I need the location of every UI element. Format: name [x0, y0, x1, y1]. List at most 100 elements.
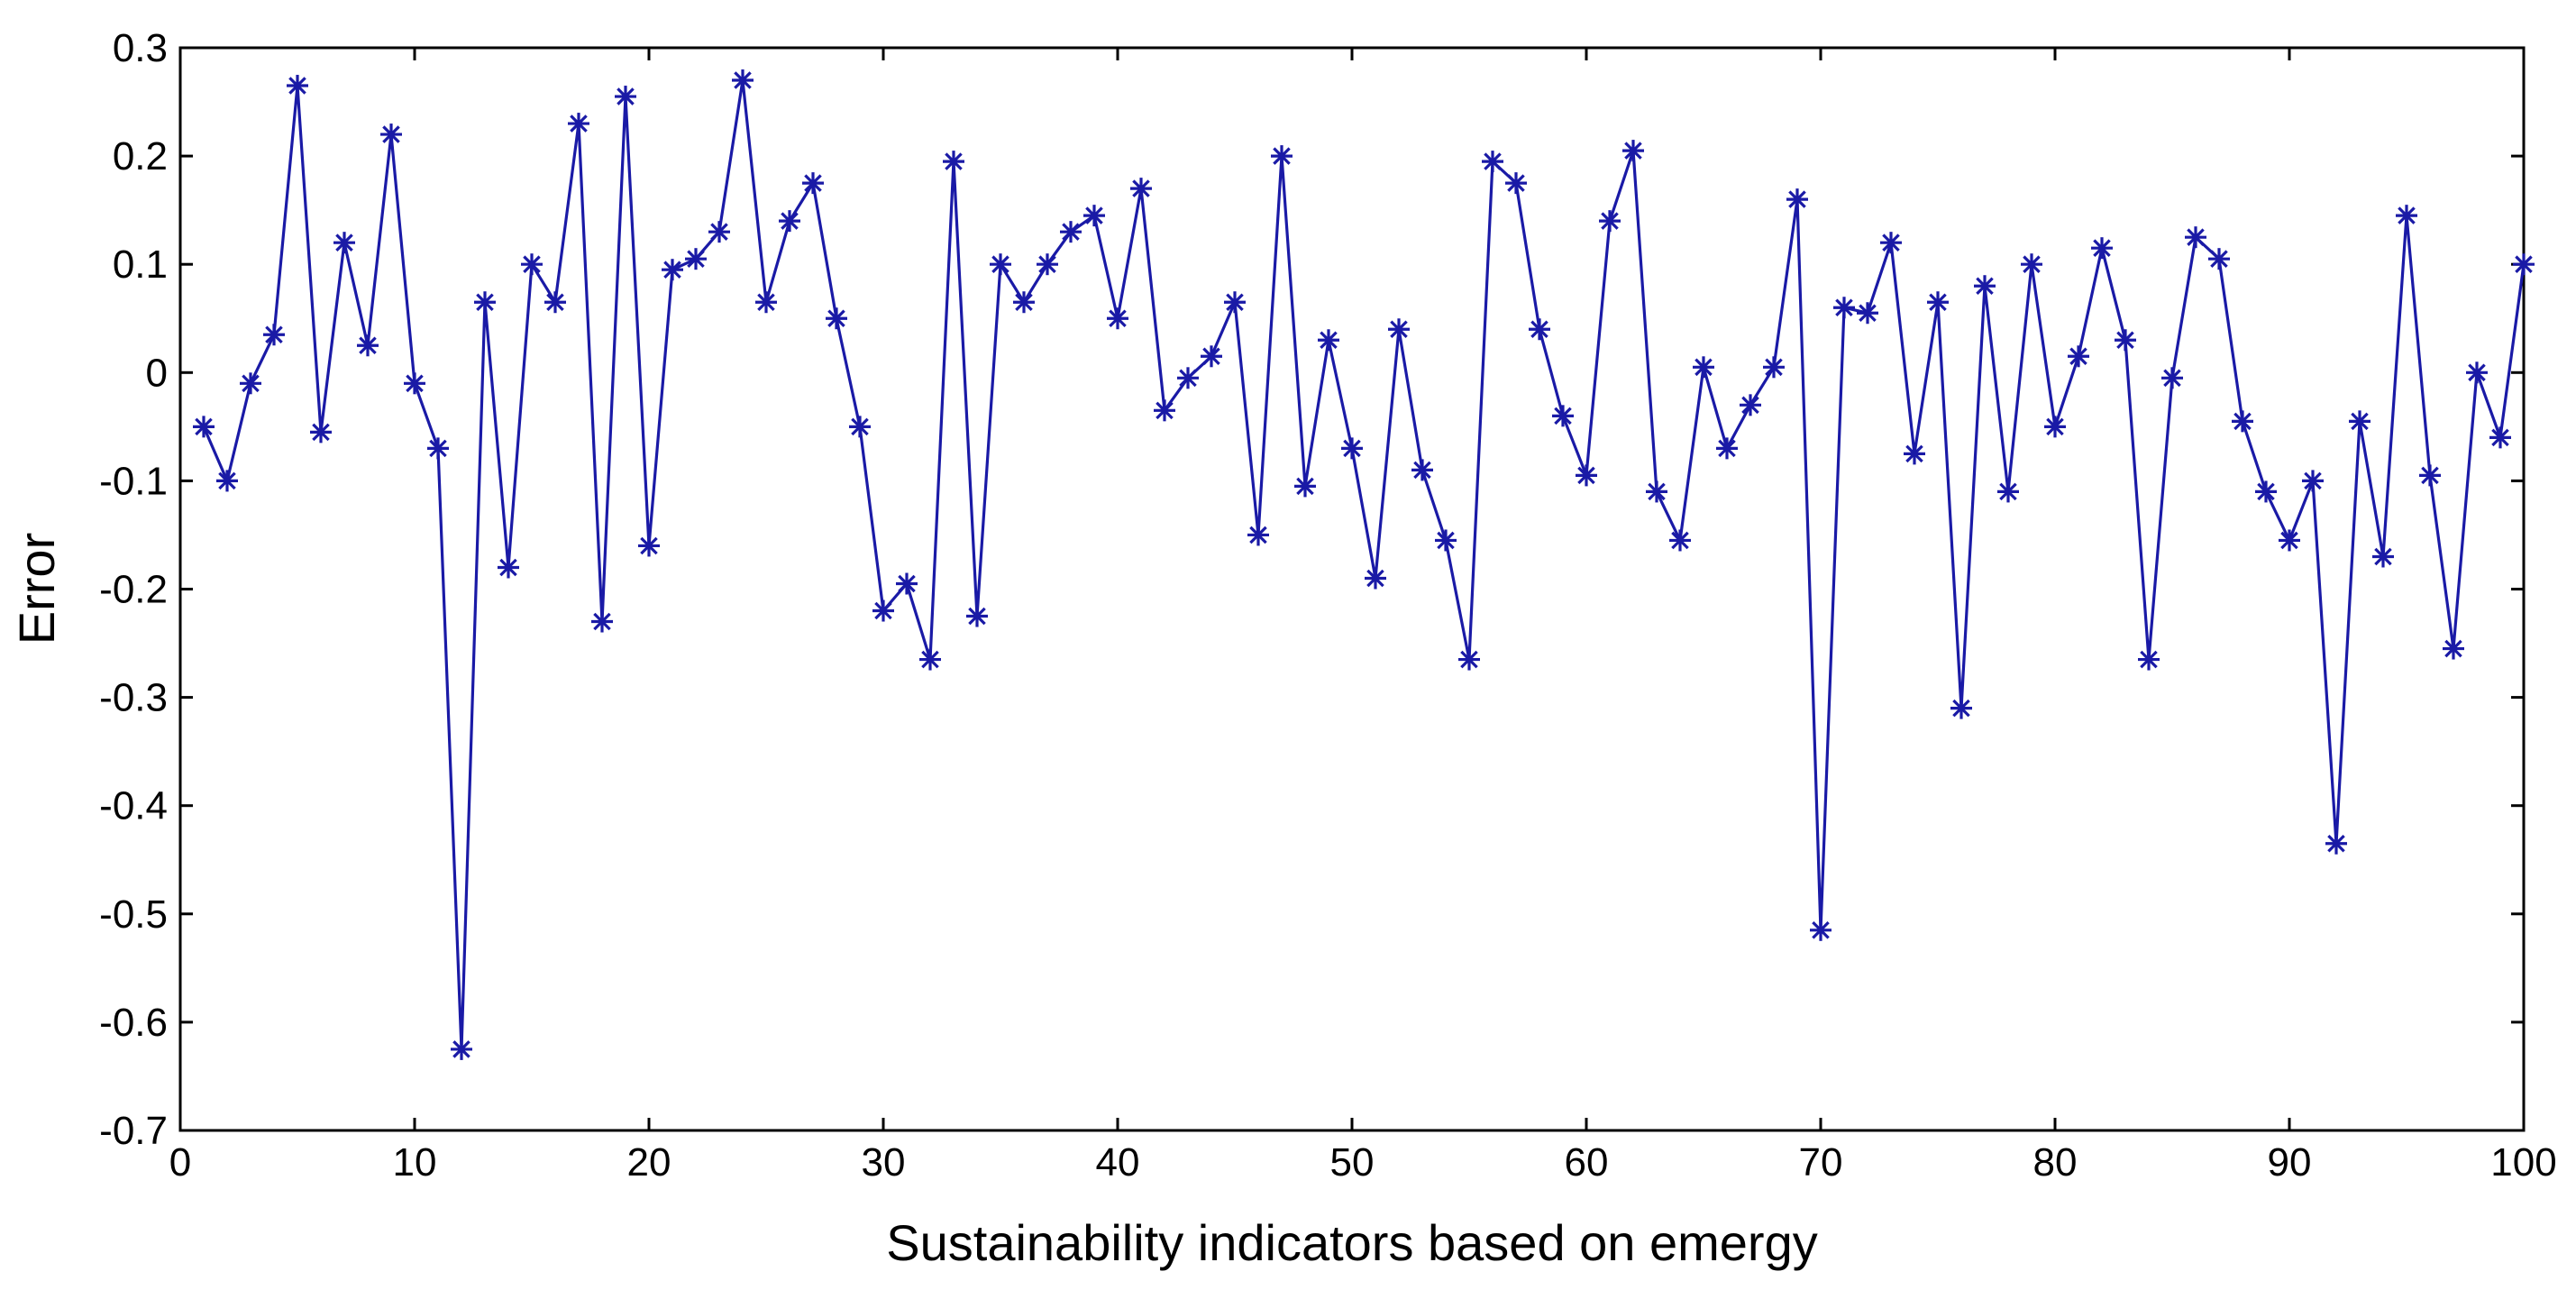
data-point — [1154, 399, 1175, 422]
data-point — [1505, 172, 1527, 195]
plot-frame — [178, 46, 2526, 1132]
data-point — [404, 372, 425, 395]
series-error — [193, 69, 2535, 1060]
y-tick-label: -0.2 — [99, 568, 168, 612]
data-point — [1622, 140, 1644, 162]
data-point — [1224, 291, 1246, 314]
data-point — [1880, 232, 1902, 254]
data-point — [216, 470, 238, 492]
y-tick-label: -0.6 — [99, 1001, 168, 1045]
y-tick-label: -0.3 — [99, 676, 168, 720]
data-point — [1083, 205, 1105, 227]
data-point — [2021, 253, 2042, 276]
data-point — [1576, 464, 1597, 487]
x-tick-label: 10 — [393, 1140, 437, 1185]
data-point — [263, 324, 285, 346]
data-point — [357, 334, 379, 357]
data-point — [333, 232, 355, 254]
data-point — [380, 123, 402, 146]
data-point — [544, 291, 566, 314]
data-point — [2372, 545, 2394, 568]
data-point — [1037, 253, 1058, 276]
data-point — [498, 556, 519, 579]
data-point — [521, 253, 543, 276]
data-point — [2161, 367, 2183, 389]
data-point — [1482, 151, 1503, 173]
data-point — [2419, 464, 2441, 487]
data-point — [802, 172, 824, 195]
x-tick-label: 60 — [1565, 1140, 1609, 1185]
data-point — [1857, 302, 1878, 325]
x-axis: 0 10 20 30 40 50 60 70 80 90 100 — [169, 48, 2557, 1185]
data-point — [1247, 524, 1269, 546]
data-point — [1130, 178, 1152, 200]
x-tick-label: 30 — [862, 1140, 906, 1185]
x-tick-label: 70 — [1799, 1140, 1843, 1185]
data-point — [1365, 567, 1386, 590]
data-point — [1599, 210, 1621, 233]
data-point — [990, 253, 1011, 276]
data-point — [1716, 437, 1738, 460]
data-point — [896, 572, 918, 595]
data-point — [2466, 361, 2488, 384]
y-axis-label: Error — [8, 533, 65, 645]
y-tick-label: 0.2 — [113, 134, 168, 178]
data-point — [2115, 329, 2136, 352]
data-point — [2185, 226, 2206, 249]
data-point — [1341, 437, 1363, 460]
data-point — [193, 416, 215, 438]
data-point — [1646, 480, 1667, 503]
data-point — [1177, 367, 1199, 389]
data-point — [708, 221, 730, 243]
x-tick-label: 50 — [1330, 1140, 1375, 1185]
data-point — [849, 416, 871, 438]
data-point — [427, 437, 449, 460]
data-point — [1552, 405, 1574, 427]
data-point — [1013, 291, 1035, 314]
y-tick-label: -0.4 — [99, 784, 168, 828]
data-point — [1529, 318, 1550, 341]
data-point — [1997, 480, 2019, 503]
x-tick-label: 100 — [2490, 1140, 2556, 1185]
data-point — [662, 259, 683, 281]
data-point — [1810, 919, 1832, 941]
data-point — [1271, 145, 1293, 168]
data-point — [2255, 480, 2277, 503]
data-point — [2232, 410, 2253, 433]
data-point — [1904, 443, 1925, 465]
data-point — [240, 372, 261, 395]
y-tick-label: 0.3 — [113, 26, 168, 70]
data-point — [826, 307, 847, 330]
data-point — [755, 291, 777, 314]
data-point — [1388, 318, 1410, 341]
data-point — [1318, 329, 1339, 352]
data-point — [1669, 529, 1691, 552]
data-point — [1107, 307, 1128, 330]
y-tick-label: 0 — [146, 351, 168, 395]
y-tick-label: -0.5 — [99, 892, 168, 937]
data-point — [1458, 648, 1480, 671]
data-point — [451, 1038, 472, 1060]
data-point — [943, 151, 964, 173]
data-point — [568, 113, 589, 135]
data-point — [1693, 356, 1714, 379]
series-line — [202, 79, 2526, 1049]
data-point — [872, 599, 894, 622]
data-point — [1833, 297, 1855, 319]
data-point — [1950, 697, 1972, 719]
data-point — [779, 210, 800, 233]
x-axis-label: Sustainability indicators based on emerg… — [886, 1214, 1817, 1271]
data-point — [2279, 529, 2300, 552]
data-point — [966, 605, 988, 627]
data-point — [2513, 253, 2535, 276]
data-point — [2396, 205, 2417, 227]
data-point — [1060, 221, 1082, 243]
data-point — [1763, 356, 1785, 379]
data-point — [2068, 345, 2089, 368]
data-point — [2138, 648, 2160, 671]
data-point — [310, 421, 332, 444]
data-point — [2349, 410, 2370, 433]
data-point — [591, 610, 613, 633]
